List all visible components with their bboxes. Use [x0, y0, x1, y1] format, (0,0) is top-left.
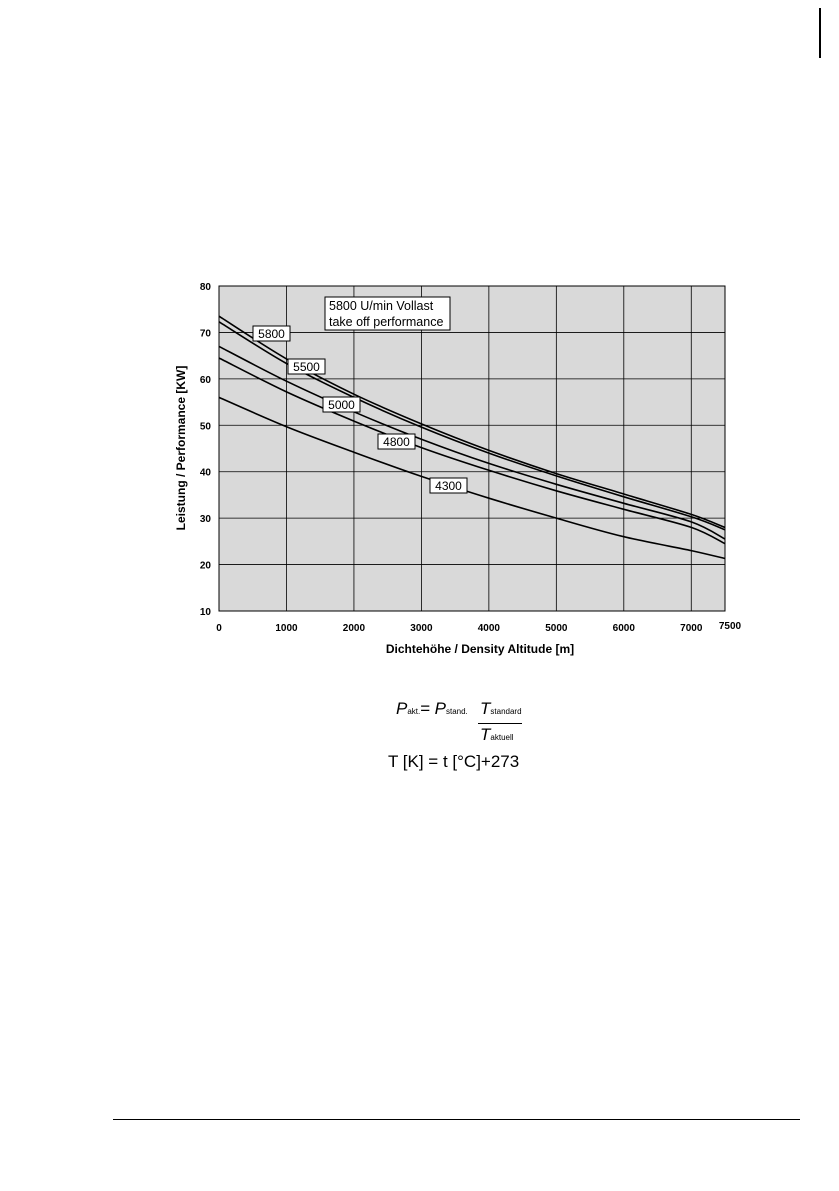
- annotation-line-2: take off performance: [329, 315, 443, 329]
- fraction-bar: [478, 723, 522, 724]
- formula-t-standard: T: [480, 699, 491, 718]
- chart-curve-labels: 5800 5500 5000 4800 4300: [252, 325, 468, 494]
- y-tick-label: 40: [200, 468, 212, 479]
- corner-mark: [819, 8, 821, 58]
- y-tick-label: 50: [200, 421, 212, 432]
- plot-area: [218, 285, 726, 612]
- formula-p-stand: P: [434, 699, 446, 718]
- x-tick-label: 0: [216, 623, 222, 634]
- curve-4800: [218, 357, 726, 545]
- curve-4300: [218, 396, 726, 560]
- x-tick-label: 7000: [680, 623, 703, 634]
- annotation-line-1: 5800 U/min Vollast: [329, 299, 434, 313]
- y-tick-label: 80: [200, 282, 212, 293]
- curve-label-5000: 5000: [322, 396, 361, 413]
- y-axis-title: Leistung / Performance [KW]: [174, 366, 188, 531]
- x-tick-label: 4000: [478, 623, 501, 634]
- x-tick-label: 6000: [613, 623, 636, 634]
- footer-rule: [113, 1119, 800, 1120]
- curve-label-text: 4300: [435, 479, 462, 493]
- curve-label-text: 5000: [328, 398, 355, 412]
- formula-standard-sub: standard: [490, 707, 522, 716]
- formula-stand-sub: stand.: [445, 707, 468, 716]
- formula-p-akt: P: [396, 699, 408, 718]
- formula-power: Pakt.= Pstand.: [396, 699, 468, 719]
- annotation-box: 5800 U/min Vollast take off performance: [324, 296, 451, 331]
- x-tick-label: 7500: [719, 621, 742, 632]
- x-axis-title: Dichtehöhe / Density Altitude [m]: [386, 642, 574, 656]
- curve-label-5800: 5800: [252, 325, 291, 342]
- formula-numerator: Tstandard: [480, 699, 522, 719]
- curve-label-4800: 4800: [377, 433, 416, 450]
- curve-label-text: 5500: [293, 360, 320, 374]
- y-tick-label: 20: [200, 561, 212, 572]
- curve-5000: [218, 345, 726, 540]
- chart-grid: [218, 285, 726, 612]
- y-tick-label: 10: [200, 607, 212, 618]
- chart-tick-labels: 0 1000 2000 3000 4000 5000 6000 7000 7500 10 20 30 4…: [200, 282, 742, 634]
- x-tick-label: 1000: [275, 623, 298, 634]
- curve-label-text: 5800: [258, 327, 285, 341]
- x-tick-label: 2000: [343, 623, 366, 634]
- formula-equals: =: [420, 699, 431, 718]
- y-tick-label: 60: [200, 375, 212, 386]
- y-tick-label: 70: [200, 328, 212, 339]
- x-tick-label: 3000: [410, 623, 433, 634]
- formula-aktuell-sub: aktuell: [490, 733, 514, 742]
- formula-akt-sub: akt.: [407, 707, 421, 716]
- formula-kelvin: T [K] = t [°C]+273: [388, 752, 520, 771]
- y-tick-label: 30: [200, 514, 212, 525]
- formula-t-aktuell: T: [480, 725, 491, 744]
- curve-label-text: 4800: [383, 435, 410, 449]
- curve-label-5500: 5500: [287, 358, 326, 375]
- curve-label-4300: 4300: [429, 477, 468, 494]
- performance-chart: 0 1000 2000 3000 4000 5000 6000 7000 7500 10 20 30 4…: [174, 282, 742, 656]
- x-tick-label: 5000: [545, 623, 568, 634]
- formula-denominator: Taktuell: [480, 725, 514, 745]
